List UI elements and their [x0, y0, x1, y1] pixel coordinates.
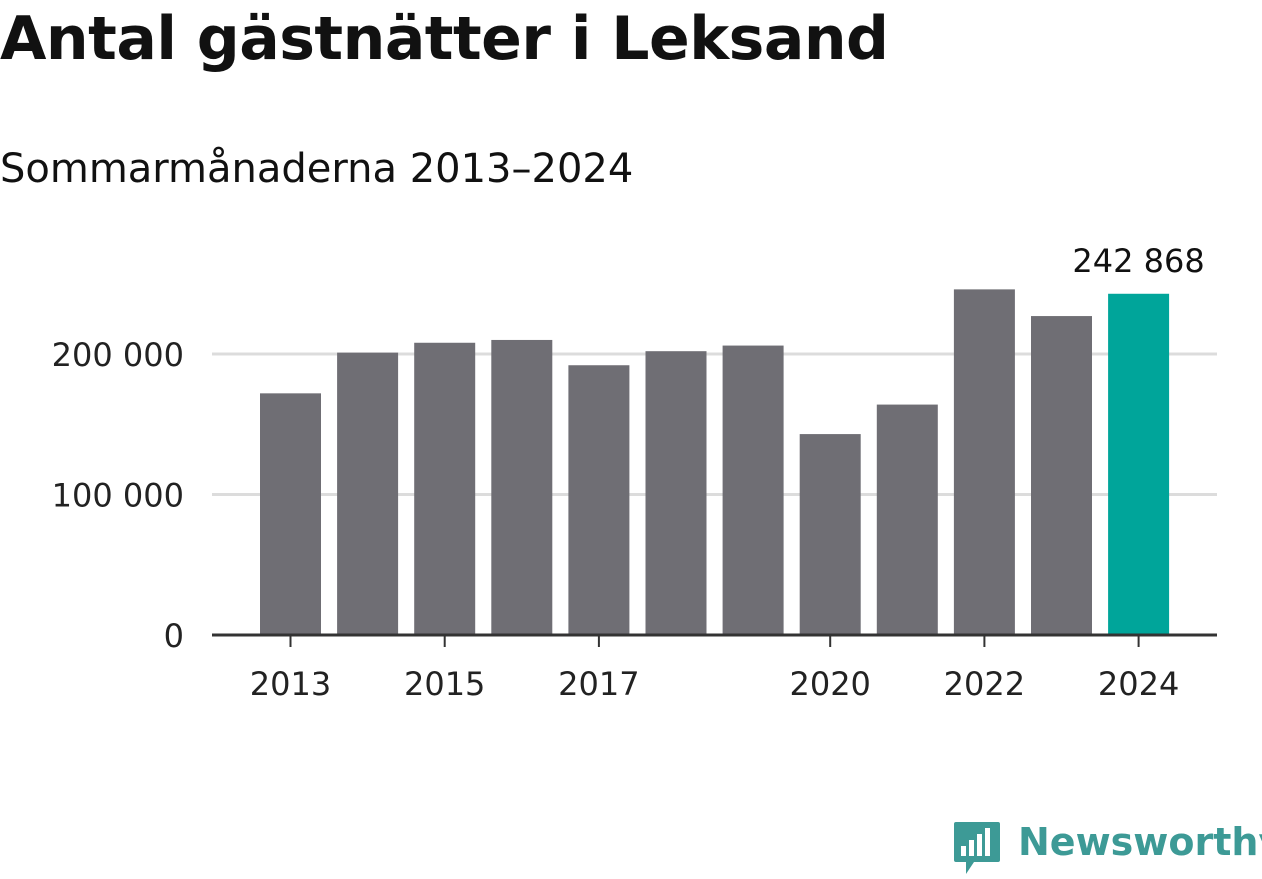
bar-2015 — [414, 342, 476, 635]
x-tick-label: 2022 — [944, 665, 1025, 703]
bar-2024 — [1108, 293, 1170, 635]
x-tick-label: 2013 — [250, 665, 331, 703]
x-tick-label: 2024 — [1098, 665, 1179, 703]
bar-2023 — [1031, 316, 1092, 635]
bar-2014 — [337, 352, 399, 635]
bar-2016 — [491, 339, 553, 635]
brand-name: Newsworthy — [1018, 820, 1262, 864]
bar-2018 — [645, 351, 707, 635]
chart-title: Antal gästnätter i Leksand — [0, 4, 889, 74]
y-tick-label: 0 — [164, 617, 184, 655]
bar-2020 — [799, 434, 861, 635]
bar-2022 — [953, 289, 1015, 635]
y-tick-label: 200 000 — [52, 336, 184, 374]
x-tick-label: 2020 — [789, 665, 870, 703]
data-label-2024: 242 868 — [1072, 242, 1204, 280]
newsworthy-logo: Newsworthy — [950, 818, 1262, 876]
x-tick-label: 2015 — [404, 665, 485, 703]
bar-2021 — [876, 404, 938, 635]
bar-2017 — [568, 365, 630, 635]
chart-subtitle: Sommarmånaderna 2013–2024 — [0, 146, 634, 192]
newsworthy-bar-logo-icon — [954, 822, 1000, 874]
bar-2019 — [722, 345, 784, 635]
x-tick-label: 2017 — [558, 665, 639, 703]
bar-2013 — [260, 393, 321, 635]
y-tick-label: 100 000 — [52, 477, 184, 515]
